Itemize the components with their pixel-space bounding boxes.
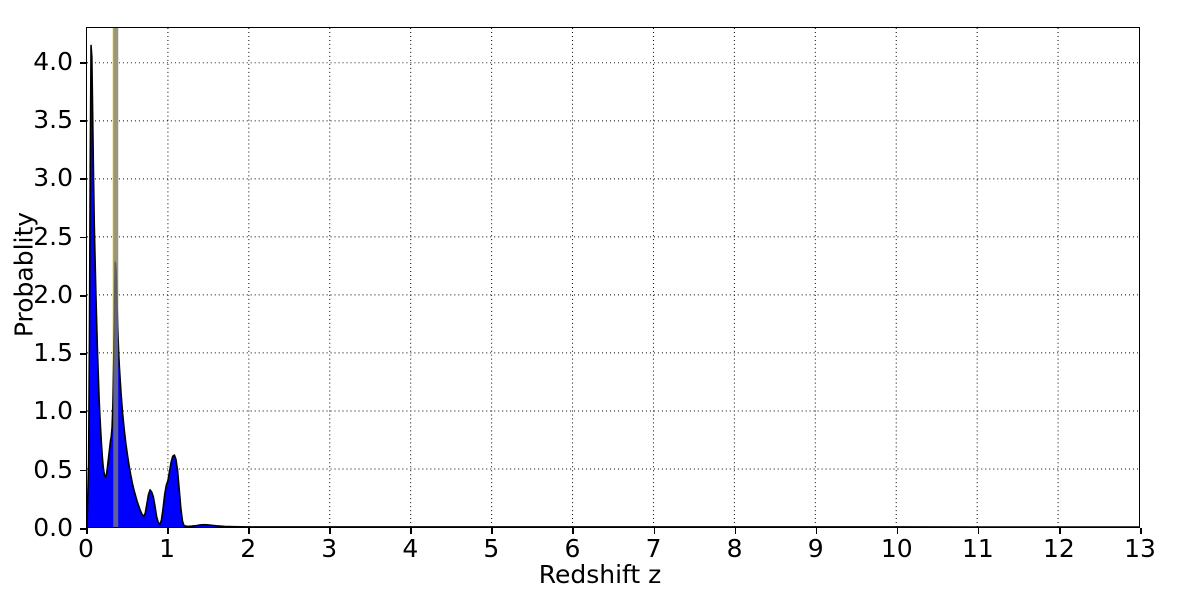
x-tick-label: 12	[1043, 534, 1075, 563]
x-axis-label: Redshift z	[538, 560, 662, 589]
x-tick-label: 10	[880, 534, 913, 563]
y-tick-label: 3.0	[33, 163, 73, 193]
y-tick-label: 0.5	[33, 454, 73, 484]
x-tickmark	[1058, 528, 1061, 534]
x-tickmark	[815, 528, 818, 534]
x-tick-label: 8	[726, 534, 743, 563]
y-tick-label: 1.0	[33, 396, 73, 426]
y-axis-label: Probablity	[9, 211, 39, 338]
x-tickmark	[329, 528, 331, 534]
y-tickmark	[80, 353, 86, 355]
y-tickmark	[80, 61, 86, 64]
y-tick-label: 0.0	[33, 513, 73, 542]
x-tick-label: 11	[961, 534, 994, 563]
x-tickmark	[653, 528, 656, 534]
gridlines	[87, 28, 1139, 527]
x-tickmark	[1140, 528, 1142, 534]
x-tick-label: 2	[240, 534, 257, 563]
y-tick-label: 4.0	[33, 46, 73, 76]
x-tickmark	[491, 528, 493, 534]
x-tickmark	[167, 528, 169, 534]
y-tickmark	[80, 469, 86, 472]
x-tick-label: 7	[645, 534, 662, 563]
x-tick-label: 5	[483, 534, 500, 563]
x-tick-label: 3	[321, 534, 338, 563]
y-tick-label: 1.5	[33, 338, 73, 368]
y-tickmark	[80, 528, 86, 530]
x-tick-label: 1	[159, 534, 176, 563]
x-tick-label: 13	[1124, 534, 1156, 563]
y-tickmark	[80, 178, 86, 181]
chart-canvas	[87, 28, 1139, 527]
x-tickmark	[410, 528, 412, 534]
probability-area-series	[87, 44, 1139, 527]
x-tickmark	[734, 528, 737, 534]
x-tickmark	[86, 528, 88, 534]
y-tickmark	[80, 294, 86, 297]
x-tickmark	[572, 528, 575, 534]
y-tickmark	[80, 120, 86, 122]
x-tickmark	[977, 528, 980, 534]
x-tickmark	[248, 528, 250, 534]
x-tickmark	[896, 528, 899, 534]
plot-area	[86, 27, 1140, 528]
y-tick-label: 2.5	[33, 221, 73, 251]
y-tick-label: 3.5	[33, 105, 73, 135]
y-tickmark	[80, 236, 86, 239]
y-tickmark	[80, 411, 86, 414]
x-tick-label: 9	[807, 534, 824, 563]
x-tick-label: 6	[564, 534, 581, 563]
x-tick-label: 0	[78, 534, 94, 563]
x-tick-label: 4	[402, 534, 419, 563]
y-tick-label: 2.0	[33, 279, 73, 309]
